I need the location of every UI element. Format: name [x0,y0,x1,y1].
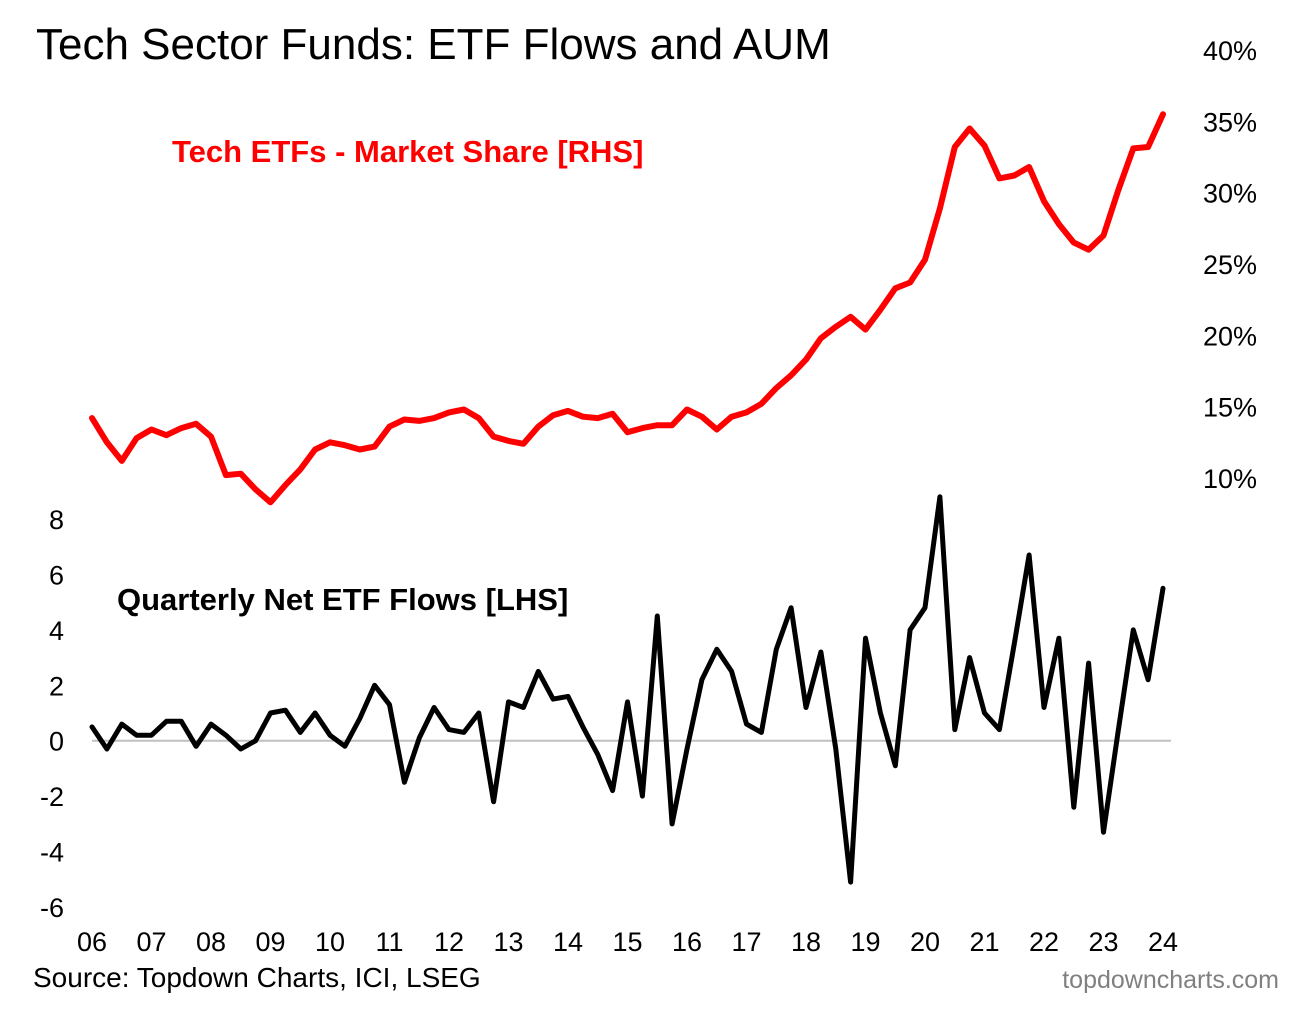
x-tick-label: 13 [493,927,523,957]
y-right-tick-label: 35% [1203,107,1257,137]
y-left-tick-label: 2 [49,671,64,701]
x-tick-label: 14 [553,927,583,957]
chart-title: Tech Sector Funds: ETF Flows and AUM [36,20,831,69]
market-share-series-label: Tech ETFs - Market Share [RHS] [172,134,644,169]
y-left-tick-label: 8 [49,505,64,535]
y-left-tick-label: -6 [40,893,64,923]
x-tick-label: 12 [434,927,464,957]
x-tick-label: 08 [196,927,226,957]
y-left-tick-label: 0 [49,727,64,757]
x-tick-label: 11 [375,927,403,957]
x-axis-ticks: 06 07 08 09 10 11 12 13 14 15 16 17 18 19 20 21 22 23 24 [77,927,1178,957]
y-right-tick-label: 40% [1203,36,1257,66]
x-tick-label: 22 [1029,927,1059,957]
y-left-tick-label: -4 [40,838,64,868]
net-flows-line [89,494,1166,885]
series-lines [89,111,1166,885]
x-tick-label: 23 [1088,927,1118,957]
source-note: Source: Topdown Charts, ICI, LSEG [33,962,481,993]
x-tick-label: 19 [850,927,880,957]
y-right-tick-label: 20% [1203,321,1257,351]
market-share-line [89,111,1166,506]
right-axis-ticks: 40% 35% 30% 25% 20% 15% 10% [1203,36,1257,494]
flows-series-label: Quarterly Net ETF Flows [LHS] [117,582,569,617]
y-right-tick-label: 10% [1203,464,1257,494]
y-right-tick-label: 25% [1203,250,1257,280]
watermark: topdowncharts.com [1062,966,1279,994]
x-tick-label: 10 [315,927,345,957]
y-right-tick-label: 15% [1203,393,1257,423]
x-tick-label: 07 [136,927,166,957]
x-tick-label: 16 [672,927,702,957]
y-left-tick-label: -2 [40,782,64,812]
left-axis-ticks: 8 6 4 2 0 -2 -4 -6 [40,505,64,923]
x-tick-label: 09 [255,927,285,957]
x-tick-label: 24 [1148,927,1178,957]
y-left-tick-label: 4 [49,616,64,646]
y-left-tick-label: 6 [49,560,64,590]
x-tick-label: 17 [731,927,761,957]
x-tick-label: 15 [612,927,642,957]
x-tick-label: 20 [910,927,940,957]
x-tick-label: 21 [969,927,999,957]
y-right-tick-label: 30% [1203,179,1257,209]
x-tick-label: 06 [77,927,107,957]
x-tick-label: 18 [791,927,821,957]
